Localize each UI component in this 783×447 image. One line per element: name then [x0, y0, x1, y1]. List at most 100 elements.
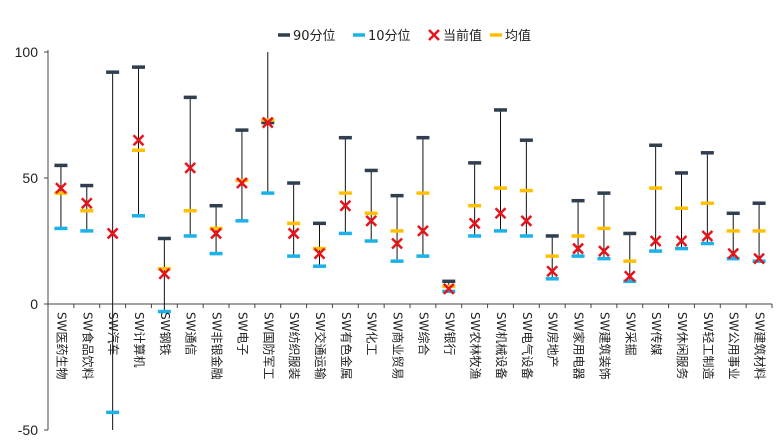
current-x-stroke — [55, 182, 67, 194]
current-value-marker — [236, 177, 248, 189]
current-value-marker — [623, 270, 636, 283]
current-x-stroke — [675, 235, 688, 247]
current-x-stroke — [132, 134, 145, 147]
y-tick-label: -50 — [18, 422, 38, 438]
current-value-marker — [287, 227, 300, 240]
current-x-stroke — [365, 214, 378, 227]
category-label: SW建筑材料 — [753, 312, 768, 379]
current-x-stroke — [753, 252, 765, 265]
category-label: SW医药生物 — [54, 312, 68, 379]
category-label: SW国防军工 — [261, 312, 276, 379]
current-x-stroke — [339, 199, 352, 212]
current-x-stroke — [184, 162, 197, 174]
category-label: SW采掘 — [623, 312, 638, 355]
legend-x-icon — [428, 29, 440, 41]
current-value-marker — [649, 235, 662, 247]
current-value-marker — [494, 207, 507, 220]
current-x-stroke — [520, 214, 533, 227]
current-x-stroke — [80, 197, 93, 210]
current-value-marker — [365, 214, 378, 227]
current-x-stroke — [546, 265, 559, 278]
legend-label: 10分位 — [368, 29, 411, 44]
current-value-marker — [391, 237, 403, 250]
current-value-marker — [261, 116, 274, 129]
y-tick-label: 100 — [15, 44, 39, 60]
current-value-marker — [339, 199, 352, 212]
current-value-marker — [106, 227, 119, 240]
current-x-stroke — [494, 207, 507, 220]
current-x-stroke — [287, 227, 300, 240]
category-label: SW建筑装饰 — [597, 312, 612, 379]
current-value-marker — [80, 197, 93, 210]
current-x-stroke — [649, 235, 662, 247]
current-x-stroke — [468, 217, 481, 230]
current-value-marker — [132, 134, 145, 147]
category-label: SW商业贸易 — [391, 312, 406, 379]
current-value-marker — [158, 267, 171, 280]
current-x-stroke — [313, 247, 326, 260]
current-value-marker — [313, 247, 326, 260]
current-x-stroke — [701, 230, 714, 242]
category-label: SW钢铁 — [158, 312, 172, 355]
current-value-marker — [55, 182, 67, 194]
legend-label: 90分位 — [293, 29, 336, 44]
legend-label: 当前值 — [443, 28, 482, 44]
current-value-marker — [520, 214, 533, 227]
chart-marks — [54, 52, 766, 430]
category-label: SW休闲服务 — [675, 312, 690, 379]
current-value-marker — [184, 162, 197, 174]
category-label: SW计算机 — [132, 312, 147, 367]
category-label: SW交通运输 — [313, 312, 328, 379]
legend-item-p10: 10分位 — [353, 29, 411, 44]
current-value-marker — [468, 217, 481, 230]
y-tick-label: 50 — [22, 170, 38, 186]
current-x-stroke — [417, 225, 429, 237]
current-x-stroke — [236, 177, 248, 189]
current-value-marker — [675, 235, 688, 247]
category-label: SW农林牧渔 — [468, 312, 482, 379]
current-value-marker — [701, 230, 714, 242]
category-label: SW机械设备 — [494, 312, 509, 379]
category-label: SW家用电器 — [572, 312, 587, 379]
category-label: SW汽车 — [106, 312, 121, 355]
current-value-marker — [417, 225, 429, 237]
category-label: SW传媒 — [649, 312, 664, 355]
chart-legend: 90分位 10分位 当前值 均值 — [278, 28, 531, 44]
current-value-marker — [753, 252, 765, 265]
category-label: SW银行 — [442, 312, 456, 355]
current-x-stroke — [261, 116, 274, 129]
chart-category-labels: SW医药生物 SW食品饮料 SW汽车 SW计算机 SW钢铁 SW通信 SW非银金融 SW电子 S… — [54, 312, 767, 379]
category-label: SW食品饮料 — [80, 312, 95, 379]
category-label: SW有色金属 — [339, 312, 354, 379]
y-tick-label: 0 — [30, 296, 38, 312]
category-label: SW电气设备 — [520, 312, 535, 379]
current-x-stroke — [623, 270, 636, 283]
category-label: SW综合 — [416, 312, 431, 355]
current-value-marker — [727, 247, 740, 260]
current-x-stroke — [727, 247, 740, 260]
category-label: SW房地产 — [546, 312, 561, 367]
category-label: SW通信 — [184, 312, 198, 355]
legend-label: 均值 — [505, 28, 531, 44]
current-x-stroke — [391, 237, 403, 250]
current-x-stroke — [598, 245, 610, 257]
current-x-stroke — [442, 282, 455, 295]
current-value-marker — [572, 242, 584, 255]
current-value-marker — [210, 227, 222, 240]
chart-axes: -50 0 50 100 — [15, 44, 773, 438]
current-value-marker — [546, 265, 559, 278]
current-x-stroke — [210, 227, 222, 240]
current-value-marker — [442, 282, 455, 295]
current-value-marker — [598, 245, 610, 257]
current-x-stroke — [572, 242, 584, 255]
current-x-stroke — [158, 267, 171, 280]
legend-item-mean: 均值 — [490, 28, 531, 44]
category-label: SW化工 — [365, 312, 379, 355]
legend-item-p90: 90分位 — [278, 29, 336, 44]
current-x-stroke — [106, 227, 119, 240]
category-label: SW电子 — [235, 312, 249, 355]
legend-item-current: 当前值 — [428, 28, 482, 44]
category-label: SW公用事业 — [727, 312, 741, 379]
